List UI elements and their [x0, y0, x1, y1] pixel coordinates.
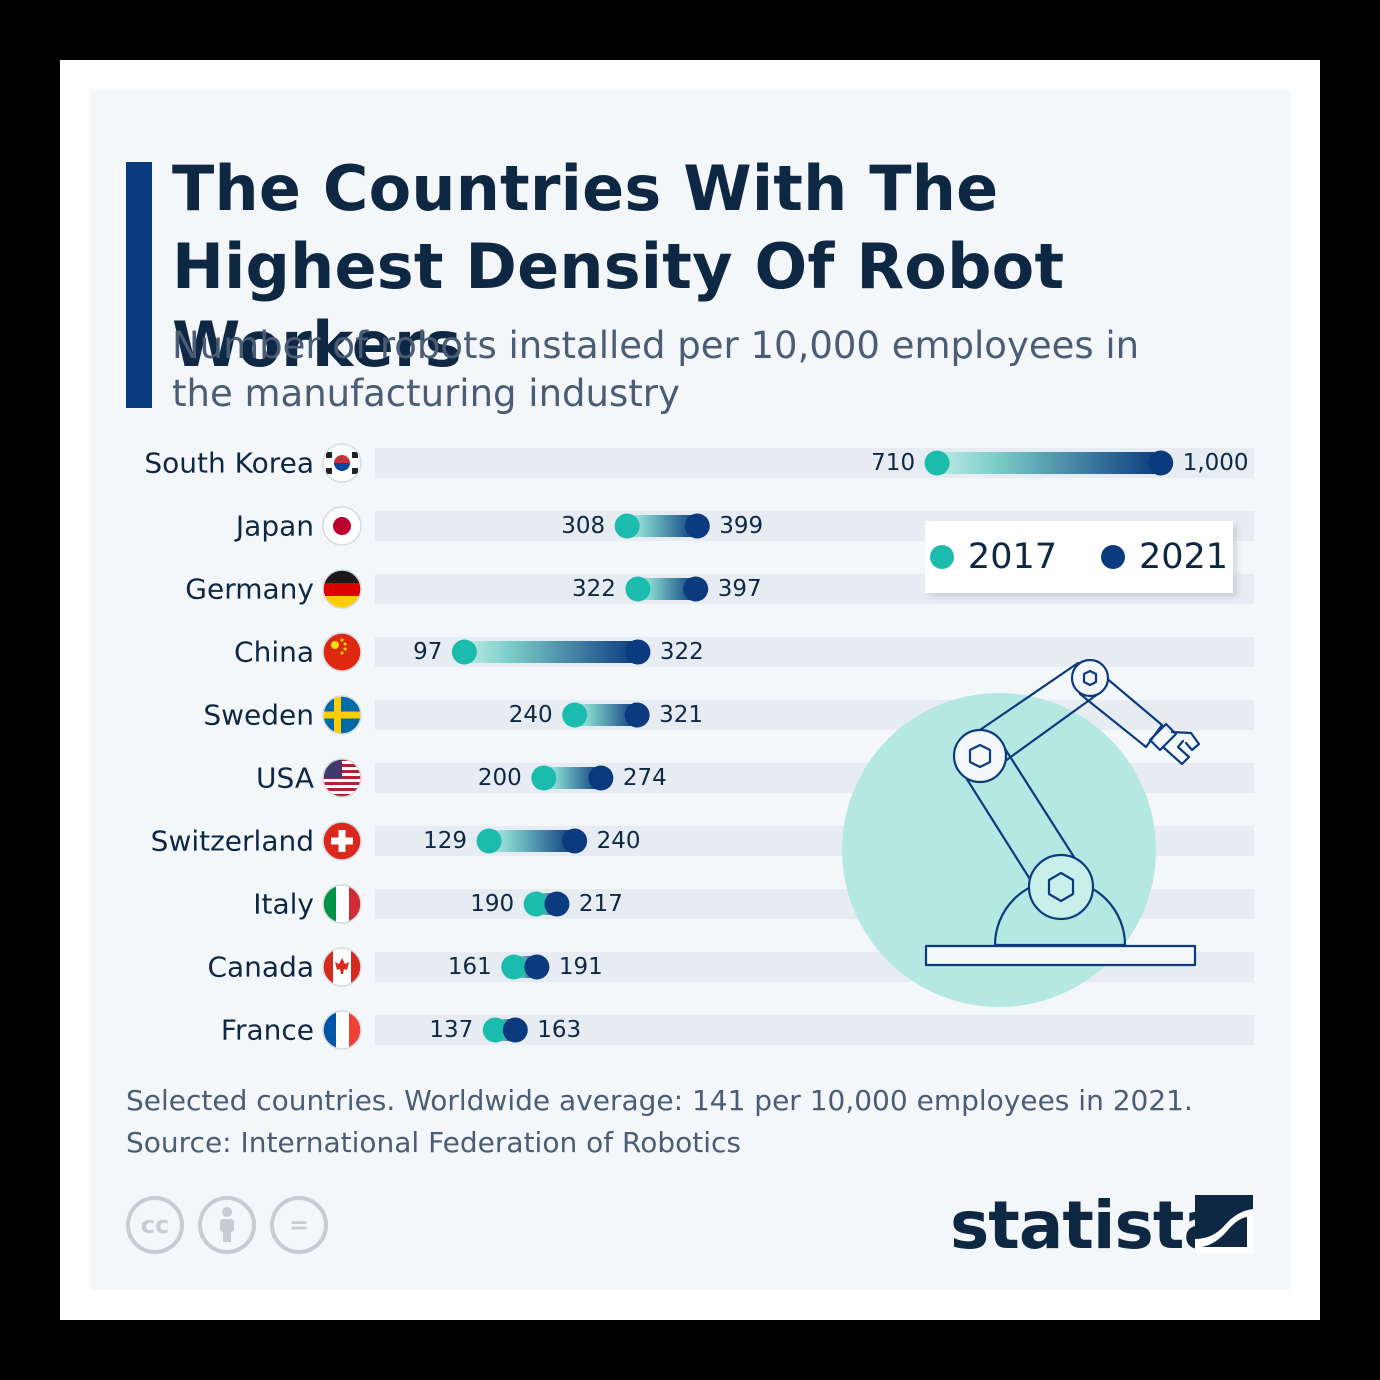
value-label-2017: 161 [448, 954, 492, 980]
value-label-2021: 399 [719, 513, 763, 539]
value-label-2021: 240 [597, 828, 641, 854]
country-label: China [234, 636, 314, 669]
country-label: South Korea [144, 447, 314, 480]
dot-2017 [924, 450, 950, 476]
range-bar [543, 767, 601, 789]
china-flag [322, 632, 362, 672]
dot-2017 [451, 639, 477, 665]
country-label: Japan [234, 510, 314, 543]
canada-flag [322, 947, 362, 987]
value-label-2021: 321 [659, 702, 703, 728]
dot-2021 [624, 702, 650, 728]
chart-legend: 2017 2021 [925, 521, 1233, 593]
range-bar [627, 515, 698, 537]
legend-label-2021: 2021 [1139, 537, 1229, 577]
robot-arm-illustration [842, 658, 1201, 1007]
dot-2017 [614, 513, 640, 539]
dot-2017 [531, 765, 557, 791]
south-korea-flag [322, 443, 362, 483]
chart-subtitle: Number of robots installed per 10,000 em… [172, 324, 1140, 415]
attribution-icon[interactable] [198, 1196, 256, 1254]
cc-icon-label: cc [140, 1211, 170, 1239]
dot-2021 [1148, 450, 1174, 476]
cc-icon[interactable]: cc [126, 1196, 184, 1254]
value-label-2021: 163 [537, 1017, 581, 1043]
usa-flag [322, 758, 362, 798]
value-label-2017: 240 [509, 702, 553, 728]
row-background [375, 700, 1254, 730]
value-label-2021: 1,000 [1183, 450, 1249, 476]
dot-2017 [501, 954, 527, 980]
japan-flag [322, 506, 362, 546]
range-bar [637, 578, 696, 600]
value-label-2017: 710 [871, 450, 915, 476]
dot-2021 [588, 765, 614, 791]
person-glyph [220, 1207, 234, 1242]
dot-2017 [625, 576, 651, 602]
switzerland-flag [322, 821, 362, 861]
dot-2017 [476, 828, 502, 854]
chart-row: China 97 322 [234, 632, 1254, 672]
value-label-2021: 397 [718, 576, 762, 602]
dot-2021 [683, 576, 709, 602]
country-label: France [221, 1014, 314, 1047]
dot-2021 [524, 954, 550, 980]
legend-item-2017: 2017 [929, 537, 1057, 577]
value-label-2021: 274 [623, 765, 667, 791]
value-label-2017: 97 [413, 639, 442, 665]
value-label-2017: 200 [478, 765, 522, 791]
title-accent-bar [126, 162, 152, 408]
chart-title: The Countries With The Highest Density O… [172, 152, 1065, 381]
statista-logo-text[interactable]: statista [950, 1187, 1228, 1264]
chart-row: Sweden 240 321 [203, 695, 1254, 735]
chart-row: Japan 308 399 [234, 506, 1254, 546]
dot-2021 [684, 513, 710, 539]
statista-logo-icon[interactable] [1195, 1195, 1253, 1253]
dot-2021 [625, 639, 651, 665]
chart-row: South Korea 710 1,000 [144, 443, 1254, 483]
legend-dot-2021 [1101, 545, 1125, 569]
chart-row: France 137 163 [221, 1010, 1254, 1050]
country-label: Germany [185, 573, 314, 606]
legend-label-2017: 2017 [967, 537, 1057, 577]
value-label-2017: 308 [561, 513, 605, 539]
country-label: Sweden [203, 699, 314, 732]
sweden-flag [322, 695, 362, 735]
range-bar [464, 641, 638, 663]
dot-2017 [523, 891, 549, 917]
footnote: Selected countries. Worldwide average: 1… [126, 1080, 1266, 1164]
value-label-2021: 322 [660, 639, 704, 665]
value-label-2021: 191 [559, 954, 603, 980]
range-bar [937, 452, 1161, 474]
germany-flag [322, 569, 362, 609]
footnote-note: Selected countries. Worldwide average: 1… [126, 1084, 1193, 1117]
range-bar [574, 704, 638, 726]
dot-2021 [544, 891, 570, 917]
italy-flag [322, 884, 362, 924]
dot-2017 [562, 702, 588, 728]
value-label-2017: 137 [429, 1017, 473, 1043]
country-label: USA [256, 762, 314, 795]
country-label: Italy [253, 888, 314, 921]
value-label-2017: 190 [470, 891, 514, 917]
legend-item-2021: 2021 [1101, 537, 1228, 577]
no-derivatives-icon[interactable]: = [270, 1196, 328, 1254]
value-label-2021: 217 [579, 891, 623, 917]
france-flag [322, 1010, 362, 1050]
dot-2021 [562, 828, 588, 854]
country-label: Switzerland [151, 825, 314, 858]
value-label-2017: 129 [423, 828, 467, 854]
country-label: Canada [207, 951, 314, 984]
range-bar [489, 830, 575, 852]
no-derivatives-icon-label: = [288, 1211, 310, 1239]
legend-dot-2017 [929, 545, 954, 569]
value-label-2017: 322 [572, 576, 616, 602]
footnote-source: Source: International Federation of Robo… [126, 1126, 741, 1159]
dot-2017 [482, 1017, 508, 1043]
dot-2021 [502, 1017, 528, 1043]
